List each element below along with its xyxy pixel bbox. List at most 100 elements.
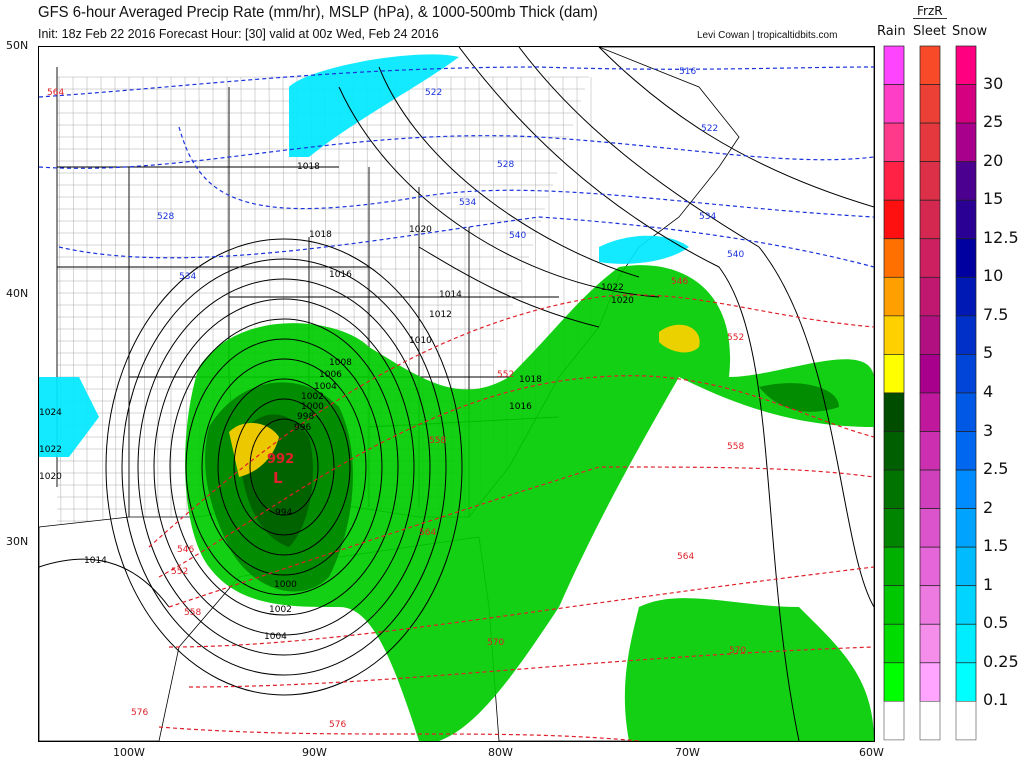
- sleet-swatch: [919, 508, 941, 548]
- precip-area: [185, 265, 874, 741]
- map-title: GFS 6-hour Averaged Precip Rate (mm/hr),…: [38, 4, 598, 21]
- latitude-label: 40N: [6, 287, 29, 300]
- thickness-label: 564: [47, 88, 64, 98]
- thickness-line: [188, 646, 874, 688]
- thickness-label: 522: [701, 124, 718, 134]
- precip-area: [599, 235, 689, 264]
- thickness-label: 546: [671, 277, 688, 287]
- snow-swatch: [955, 199, 977, 240]
- legend-label: 2.5: [983, 459, 1009, 479]
- legend-label: 1.5: [983, 536, 1009, 556]
- county-line: [114, 76, 117, 528]
- isobar-label: 994: [275, 508, 292, 518]
- sleet-swatch: [919, 238, 941, 278]
- sleet-swatch: [919, 122, 941, 162]
- thickness-label: 552: [727, 333, 744, 343]
- isobar-label: 1000: [274, 580, 297, 590]
- sleet-swatch: [919, 45, 941, 85]
- legend-label: 2: [983, 497, 994, 517]
- rain-swatch: [883, 546, 905, 587]
- legend-label: 30: [983, 73, 1004, 93]
- isobar-label: 1020: [611, 296, 634, 306]
- sleet-swatch: [919, 623, 941, 664]
- isobar-label: 1020: [39, 472, 62, 482]
- precip-area: [759, 383, 839, 412]
- sleet-swatch: [919, 700, 941, 741]
- thickness-label: 558: [429, 436, 446, 446]
- thickness-cold-lines: [39, 66, 874, 268]
- low-pressure-symbol: L: [273, 469, 283, 487]
- snow-swatch: [955, 354, 977, 394]
- snow-swatch: [955, 276, 977, 317]
- snow-swatch: [955, 508, 977, 548]
- thickness-line: [168, 466, 874, 608]
- sleet-swatch: [919, 354, 941, 394]
- thickness-warm-lines: [148, 294, 874, 741]
- thickness-label: 540: [509, 231, 526, 241]
- snow-swatch: [955, 700, 977, 741]
- isobar: [153, 298, 415, 636]
- snow-swatch: [955, 662, 977, 702]
- legend-label: 12.5: [983, 227, 1019, 247]
- isobar-label: 1024: [39, 408, 62, 418]
- isobar-label: 1016: [509, 402, 532, 412]
- isobar-label: 1020: [409, 225, 432, 235]
- legend-label: 10: [983, 266, 1004, 286]
- thickness-line: [158, 726, 640, 741]
- legend-sleet-header: Sleet: [913, 24, 946, 39]
- credit: Levi Cowan | tropicaltidbits.com: [697, 30, 838, 41]
- isobar-label: 1018: [297, 162, 320, 172]
- isobar: [185, 338, 383, 596]
- snow-swatch: [955, 238, 977, 278]
- rain-swatch: [883, 662, 905, 702]
- thickness-label: 558: [727, 442, 744, 452]
- isobar-label: 1016: [329, 270, 352, 280]
- isobar-label: 1010: [409, 336, 432, 346]
- isobar: [137, 278, 431, 656]
- sleet-swatch: [919, 392, 941, 432]
- thickness-label: 558: [184, 608, 201, 618]
- sleet-swatch: [919, 431, 941, 471]
- sleet-swatch: [919, 662, 941, 702]
- isobar-label: 1018: [309, 230, 332, 240]
- county-line: [72, 76, 75, 528]
- longitude-label: 90W: [302, 746, 327, 759]
- isobar: [233, 398, 335, 536]
- isobar-label: 1018: [519, 375, 542, 385]
- thickness-label: 552: [171, 567, 188, 577]
- rain-swatch: [883, 392, 905, 432]
- rain-swatch: [883, 585, 905, 625]
- snow-swatch: [955, 623, 977, 664]
- legend-label: 4: [983, 381, 994, 401]
- county-line: [156, 76, 159, 528]
- low-pressure-value: 992: [267, 452, 294, 467]
- longitude-label: 60W: [859, 746, 884, 759]
- precip-area: [659, 324, 700, 353]
- thickness-label: 528: [157, 212, 174, 222]
- isobars: [39, 47, 874, 741]
- rain-swatch: [883, 431, 905, 471]
- rain-swatch: [883, 700, 905, 741]
- sleet-swatch: [919, 546, 941, 587]
- thickness-line: [58, 216, 874, 268]
- legend-label: 1: [983, 574, 994, 594]
- thickness-label: 534: [179, 272, 196, 282]
- legend-label: 5: [983, 343, 994, 363]
- rain-swatch: [883, 469, 905, 509]
- snow-swatch: [955, 392, 977, 432]
- thickness-label: 528: [497, 160, 514, 170]
- longitude-label: 80W: [488, 746, 513, 759]
- precip-area: [229, 422, 279, 477]
- isobar: [169, 318, 399, 616]
- rain-swatch: [883, 84, 905, 124]
- snow-swatch: [955, 315, 977, 355]
- thickness-label: 564: [677, 552, 694, 562]
- thickness-label: 570: [729, 646, 746, 656]
- rain-swatch: [883, 508, 905, 548]
- legend-label: 0.1: [983, 690, 1009, 710]
- thickness-line: [168, 566, 874, 648]
- isobar: [518, 47, 874, 608]
- rain-swatch: [883, 45, 905, 85]
- weather-map[interactable]: 1018 1018 1020 1016 1014 1012 1010 1008 1006 1004…: [38, 46, 875, 742]
- isobar-label: 1014: [84, 556, 107, 566]
